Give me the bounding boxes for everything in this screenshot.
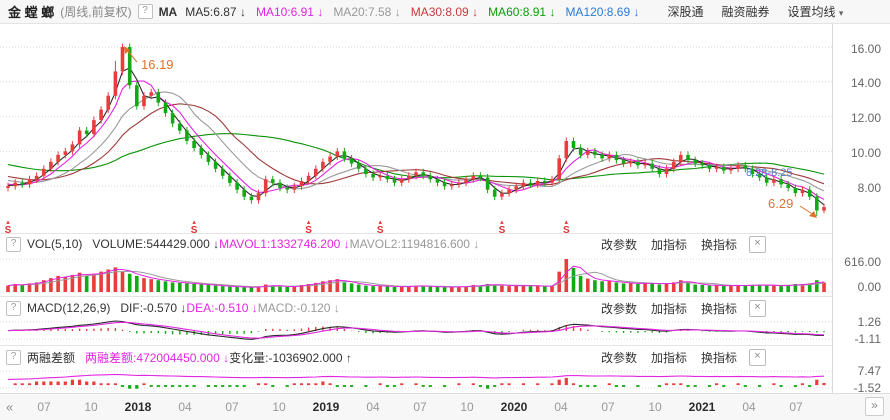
time-tick: 04 — [554, 400, 568, 414]
close-icon[interactable]: × — [749, 235, 766, 253]
link-shengutong[interactable]: 深股通 — [667, 5, 704, 19]
chart-period-label: (周线,前复权) — [60, 5, 132, 19]
volume-chart[interactable] — [0, 254, 832, 295]
margin-actions: 改参数 加指标 换指标 × — [587, 348, 766, 366]
time-tick: 10 — [272, 400, 286, 414]
macd-tick: 1.26 — [857, 315, 881, 329]
time-axis: « » 07 10 2018 04 07 10 2019 04 07 10 2020 04 07 10 20… — [0, 393, 890, 420]
chevron-down-icon: ▾ — [838, 8, 844, 18]
ma-legend: MA5:6.87 ↓ MA10:6.91 ↓ MA20:7.58 ↓ MA30:8.0… — [185, 4, 640, 19]
switch-indicator-button[interactable]: 换指标 — [700, 237, 737, 252]
panel-divider — [0, 233, 890, 234]
change-params-button[interactable]: 改参数 — [600, 237, 637, 252]
svg-text:▴: ▴ — [378, 219, 382, 226]
svg-text:▴: ▴ — [565, 219, 569, 226]
time-tick: 07 — [413, 400, 427, 414]
stock-name: 金 螳 螂 — [8, 5, 55, 20]
svg-text:▴: ▴ — [500, 219, 504, 226]
price-tick: 14.00 — [850, 76, 881, 90]
svg-text:8.28-8.25: 8.28-8.25 — [746, 167, 792, 179]
ma-settings-button[interactable]: 设置均线 ▾ — [788, 3, 844, 20]
switch-indicator-button[interactable]: 换指标 — [700, 350, 737, 365]
help-icon[interactable]: ? — [6, 300, 21, 316]
time-tick: 10 — [460, 400, 474, 414]
margin-tick: 7.47 — [857, 364, 881, 378]
margin-panel-name: 两融差额 — [27, 350, 76, 365]
price-tick: 10.00 — [850, 146, 881, 160]
price-axis: 16.00 14.00 12.00 10.00 8.00 616.00 0.00 1.26 -1… — [832, 24, 890, 395]
close-icon[interactable]: × — [749, 299, 766, 317]
svg-text:16.19: 16.19 — [141, 57, 174, 72]
svg-text:S: S — [499, 225, 506, 233]
macd-actions: 改参数 加指标 换指标 × — [587, 299, 766, 317]
svg-text:6.29: 6.29 — [768, 196, 793, 211]
svg-text:S: S — [191, 225, 198, 233]
svg-text:▴: ▴ — [307, 219, 311, 226]
svg-text:▴: ▴ — [6, 219, 10, 226]
margin-legend: 两融差额:472004450.000 ↓变化量:-1036902.000 ↑ — [85, 350, 352, 365]
svg-text:▴: ▴ — [192, 219, 196, 226]
add-indicator-button[interactable]: 加指标 — [650, 350, 687, 365]
macd-panel-name: MACD(12,26,9) — [27, 301, 111, 315]
time-tick: 2019 — [312, 400, 340, 414]
vol-actions: 改参数 加指标 换指标 × — [587, 235, 766, 253]
svg-text:S: S — [563, 225, 570, 233]
help-icon[interactable]: ? — [6, 236, 21, 252]
vol-tick: 616.00 — [844, 255, 881, 269]
vol-legend: VOLUME:544429.000 ↓MAVOL1:1332746.200 ↓M… — [92, 237, 480, 251]
macd-legend: DIF:-0.570 ↓DEA:-0.510 ↓MACD:-0.120 ↓ — [120, 301, 340, 315]
macd-panel-header: ? MACD(12,26,9) DIF:-0.570 ↓DEA:-0.510 ↓… — [0, 298, 832, 318]
macd-chart[interactable] — [0, 318, 832, 344]
time-tick: 07 — [225, 400, 239, 414]
change-params-button[interactable]: 改参数 — [600, 350, 637, 365]
time-tick: 07 — [789, 400, 803, 414]
toolbar: 金 螳 螂 (周线,前复权) ? MA MA5:6.87 ↓ MA10:6.91 … — [0, 0, 890, 24]
panel-divider — [0, 296, 890, 297]
time-tick: 07 — [601, 400, 615, 414]
margin-balance-chart[interactable] — [0, 367, 832, 392]
main-candlestick-chart[interactable]: ▴S▴S▴S▴S▴S▴S16.198.28-8.256.29 — [0, 24, 832, 233]
close-icon[interactable]: × — [749, 348, 766, 366]
macd-tick: -1.11 — [854, 332, 881, 346]
time-tick: 07 — [37, 400, 51, 414]
link-margin-trading[interactable]: 融资融券 — [721, 5, 770, 19]
add-indicator-button[interactable]: 加指标 — [650, 237, 687, 252]
time-tick: 04 — [366, 400, 380, 414]
price-tick: 12.00 — [850, 111, 881, 125]
time-tick: 10 — [84, 400, 98, 414]
ma-indicator-name: MA — [158, 4, 178, 19]
ma-settings-label: 设置均线 — [787, 5, 836, 19]
time-tick: 10 — [648, 400, 662, 414]
help-icon[interactable]: ? — [6, 349, 21, 365]
price-tick: 8.00 — [857, 181, 881, 195]
help-icon[interactable]: ? — [137, 4, 153, 19]
time-tick: 04 — [742, 400, 756, 414]
panel-divider — [0, 345, 890, 346]
svg-text:S: S — [377, 225, 384, 233]
price-tick: 16.00 — [850, 42, 881, 56]
add-indicator-button[interactable]: 加指标 — [650, 301, 687, 316]
scroll-left-icon[interactable]: « — [6, 399, 14, 415]
margin-tick: -1.52 — [853, 381, 881, 395]
svg-text:S: S — [5, 225, 12, 233]
change-params-button[interactable]: 改参数 — [600, 301, 637, 316]
svg-text:S: S — [305, 225, 312, 233]
time-tick: 2018 — [124, 400, 152, 414]
time-tick: 04 — [178, 400, 192, 414]
vol-panel-name: VOL(5,10) — [27, 237, 83, 251]
margin-panel-header: ? 两融差额 两融差额:472004450.000 ↓变化量:-1036902.… — [0, 347, 832, 367]
vol-tick: 0.00 — [857, 280, 881, 294]
time-tick: 2020 — [500, 400, 528, 414]
switch-indicator-button[interactable]: 换指标 — [700, 301, 737, 316]
scroll-right-icon[interactable]: » — [865, 397, 884, 416]
time-tick: 2021 — [688, 400, 716, 414]
vol-panel-header: ? VOL(5,10) VOLUME:544429.000 ↓MAVOL1:13… — [0, 234, 832, 254]
